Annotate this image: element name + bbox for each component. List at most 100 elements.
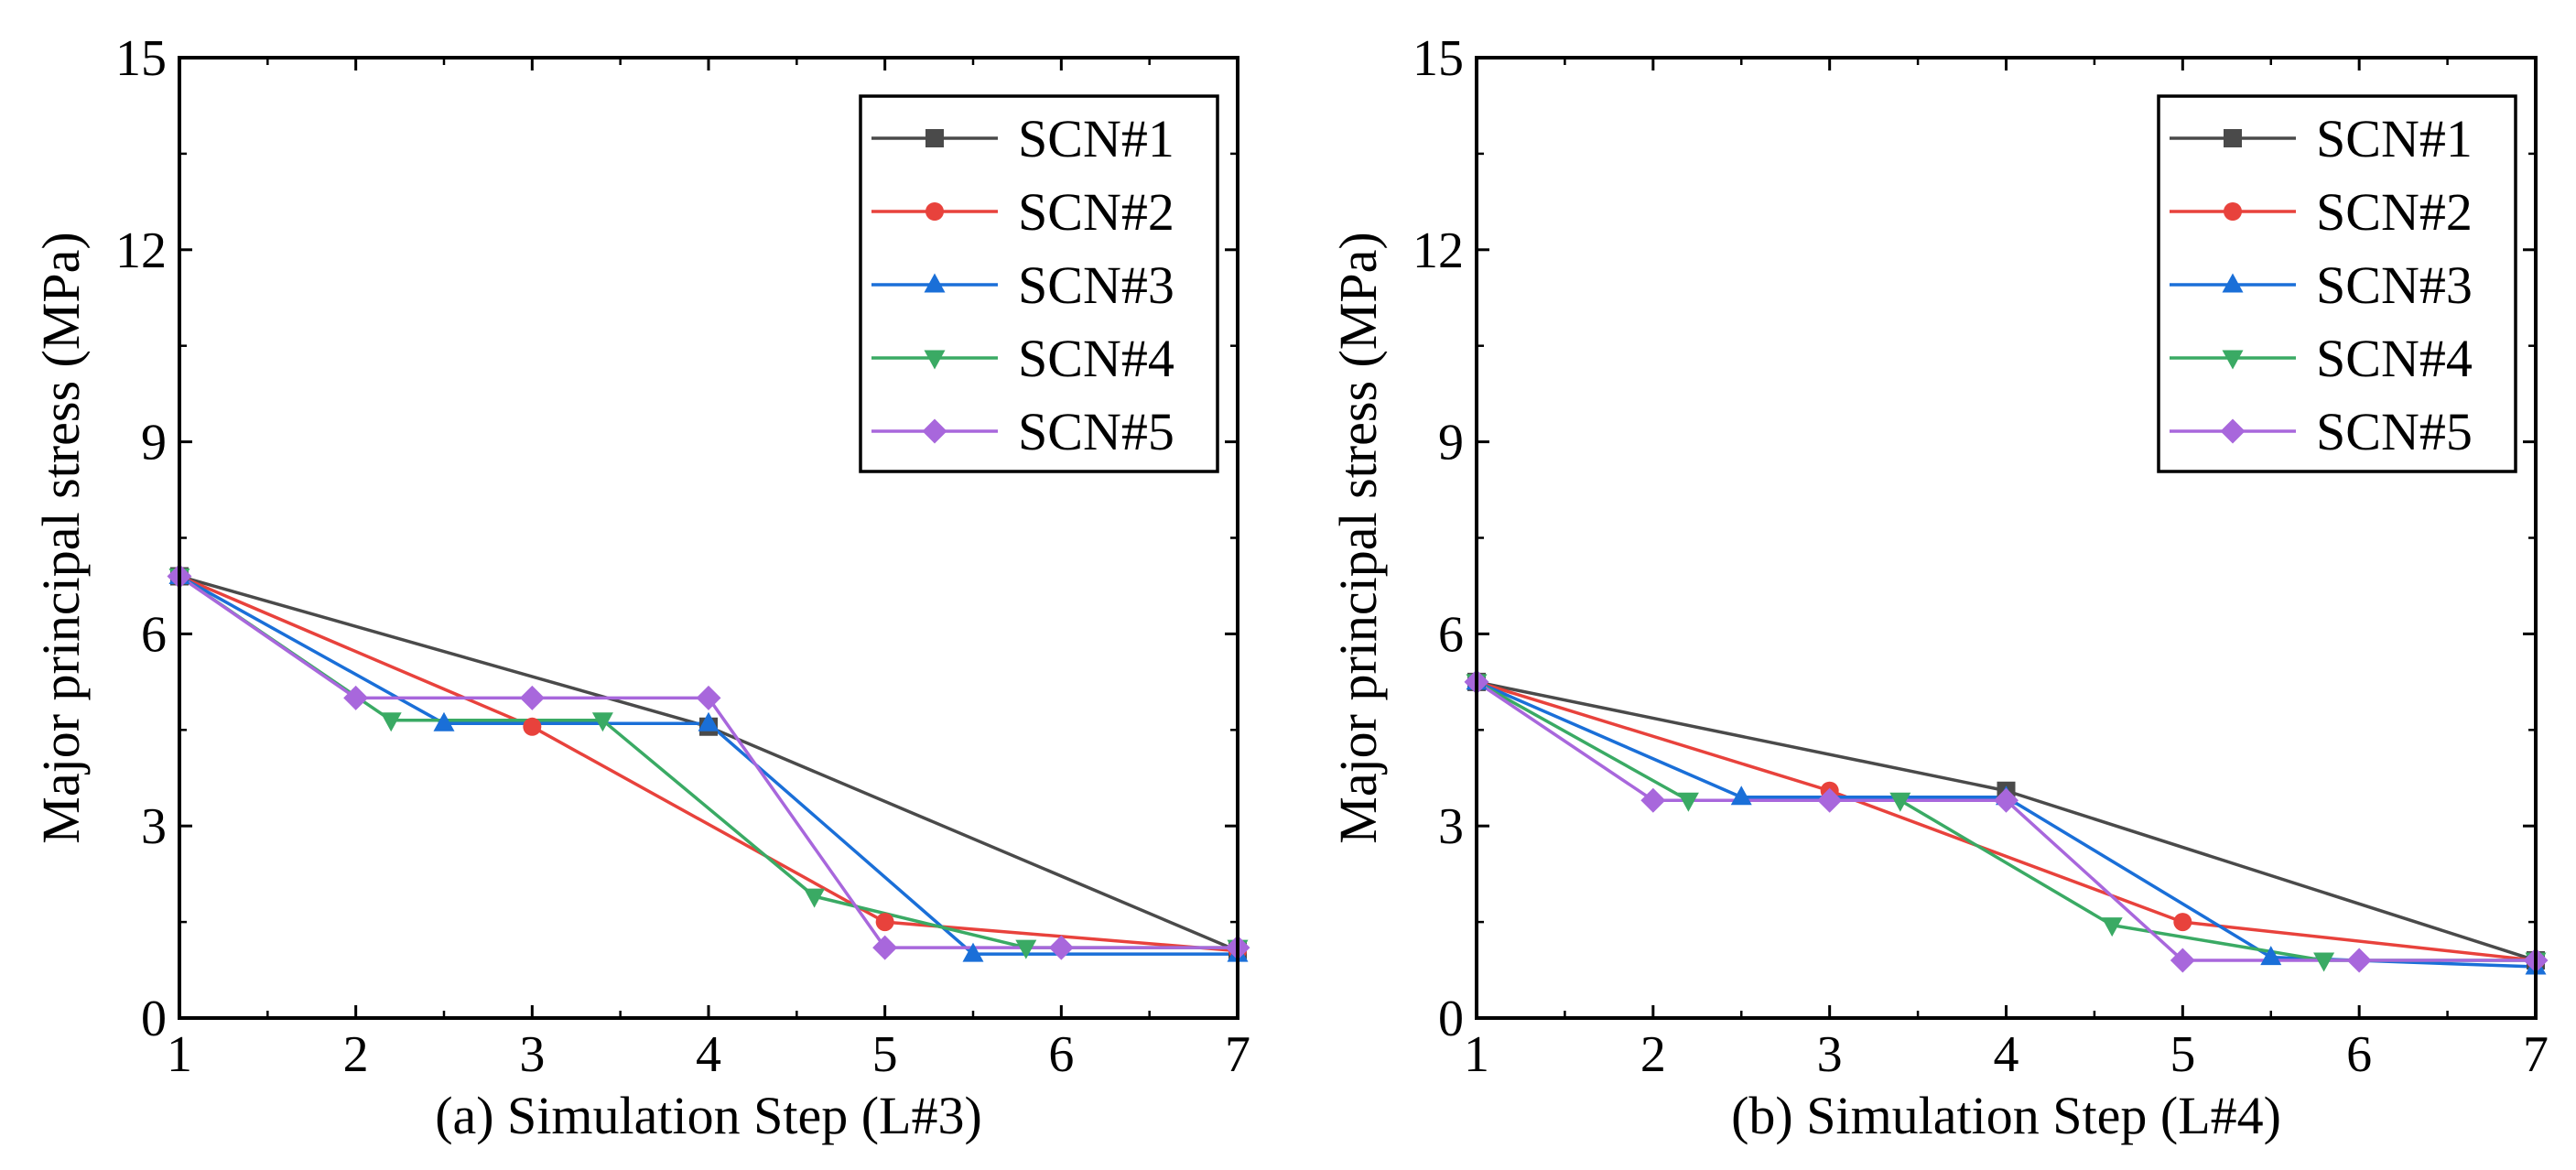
data-point-scn4 (1015, 939, 1037, 959)
x-axis-label: (a) Simulation Step (L#3) (435, 1086, 982, 1145)
data-point-scn4 (1889, 792, 1911, 812)
legend-label: SCN#5 (1018, 402, 1174, 461)
data-point-scn3 (2260, 946, 2282, 966)
series-line-scn4 (179, 575, 1238, 949)
legend: SCN#1 SCN#2 SCN#3 SCN#4 SCN#5 (859, 94, 1219, 473)
x-tick-label: 1 (167, 1026, 192, 1083)
legend-label: SCN#2 (1018, 182, 1174, 242)
x-tick-label: 3 (1817, 1026, 1843, 1083)
y-tick-label: 9 (141, 415, 167, 471)
legend-item-scn3: SCN#3 (2170, 255, 2473, 315)
legend-label: SCN#3 (1018, 255, 1174, 315)
series-line-scn4 (1476, 680, 2536, 962)
data-point-scn5 (872, 935, 898, 960)
data-point-scn5 (696, 685, 721, 710)
legend-marker (924, 273, 946, 293)
data-point-scn5 (1640, 787, 1666, 813)
legend-item-scn4: SCN#4 (2170, 329, 2473, 388)
x-tick-label: 4 (1994, 1026, 2019, 1083)
x-tick-label: 2 (343, 1026, 369, 1083)
y-tick-label: 15 (1412, 30, 1464, 87)
x-axis-label: (b) Simulation Step (L#4) (1731, 1086, 2281, 1145)
legend-item-scn3: SCN#3 (871, 255, 1174, 315)
data-point-scn5 (2170, 948, 2195, 973)
x-tick-label: 6 (2346, 1026, 2372, 1083)
data-point-scn4 (804, 888, 826, 908)
series-line-scn1 (1476, 680, 2537, 962)
series-line-scn1 (179, 574, 1239, 953)
legend-label: SCN#3 (2316, 255, 2473, 315)
y-tick-label: 0 (1438, 991, 1464, 1047)
y-tick-label: 6 (1438, 606, 1464, 663)
legend-label: SCN#1 (1018, 109, 1174, 168)
data-point-scn4 (380, 712, 402, 732)
legend-marker (924, 350, 946, 370)
data-point-scn4 (1677, 792, 1699, 812)
x-tick-label: 1 (1464, 1026, 1489, 1083)
legend-marker (922, 418, 947, 444)
data-point-scn4 (2313, 952, 2335, 972)
legend-item-scn1: SCN#1 (2170, 109, 2473, 168)
data-point-scn5 (519, 685, 545, 710)
legend: SCN#1 SCN#2 SCN#3 SCN#4 SCN#5 (2157, 94, 2517, 473)
data-point-scn3 (698, 711, 720, 731)
series-line-scn5 (179, 575, 1238, 949)
y-tick-label: 15 (115, 30, 167, 87)
series-line-scn2 (1476, 680, 2537, 962)
data-point-scn2 (875, 913, 894, 932)
legend-item-scn1: SCN#1 (871, 109, 1174, 168)
y-axis-label: Major principal stress (MPa) (31, 232, 91, 843)
y-tick-label: 3 (141, 798, 167, 855)
data-point-scn5 (2346, 948, 2372, 973)
x-tick-label: 7 (2523, 1026, 2549, 1083)
data-point-scn5 (1817, 787, 1843, 813)
legend-item-scn4: SCN#4 (871, 329, 1174, 388)
y-tick-label: 9 (1438, 415, 1464, 471)
data-point-scn3 (433, 711, 455, 731)
x-tick-label: 4 (696, 1026, 721, 1083)
legend-label: SCN#4 (2316, 329, 2473, 388)
x-tick-label: 5 (2170, 1026, 2195, 1083)
legend-label: SCN#2 (2316, 182, 2473, 242)
y-tick-label: 12 (1412, 222, 1464, 279)
legend-marker (925, 202, 944, 221)
series-line-scn3 (179, 574, 1238, 956)
data-point-scn4 (591, 712, 613, 732)
y-tick-label: 0 (141, 991, 167, 1047)
series-line-scn5 (1476, 680, 2536, 962)
data-point-scn5 (343, 685, 369, 710)
data-point-scn5 (1048, 935, 1074, 960)
data-point-scn5 (1994, 787, 2019, 813)
legend-label: SCN#4 (1018, 329, 1174, 388)
x-tick-label: 2 (1640, 1026, 1666, 1083)
y-axis-label: Major principal stress (MPa) (1328, 232, 1388, 843)
data-point-scn2 (523, 717, 542, 736)
data-point-scn3 (1730, 785, 1752, 806)
data-point-scn3 (962, 942, 984, 962)
legend-marker (2222, 350, 2244, 370)
legend-item-scn5: SCN#5 (2170, 402, 2473, 461)
legend-marker (2222, 273, 2244, 293)
series-line-scn3 (1476, 680, 2537, 969)
legend-marker (2224, 129, 2242, 147)
legend-marker (2224, 202, 2242, 221)
x-tick-label: 7 (1225, 1026, 1250, 1083)
legend-label: SCN#5 (2316, 402, 2473, 461)
legend-item-scn2: SCN#2 (871, 182, 1174, 242)
legend-label: SCN#1 (2316, 109, 2473, 168)
data-point-scn4 (2101, 917, 2123, 937)
y-tick-label: 6 (141, 606, 167, 663)
y-tick-label: 3 (1438, 798, 1464, 855)
series-line-scn2 (179, 574, 1239, 953)
x-tick-label: 6 (1048, 1026, 1074, 1083)
legend-marker (925, 129, 944, 147)
legend-item-scn5: SCN#5 (871, 402, 1174, 461)
y-tick-label: 12 (115, 222, 167, 279)
legend-marker (2220, 418, 2246, 444)
x-tick-label: 3 (519, 1026, 545, 1083)
x-tick-label: 5 (872, 1026, 898, 1083)
legend-item-scn2: SCN#2 (2170, 182, 2473, 242)
